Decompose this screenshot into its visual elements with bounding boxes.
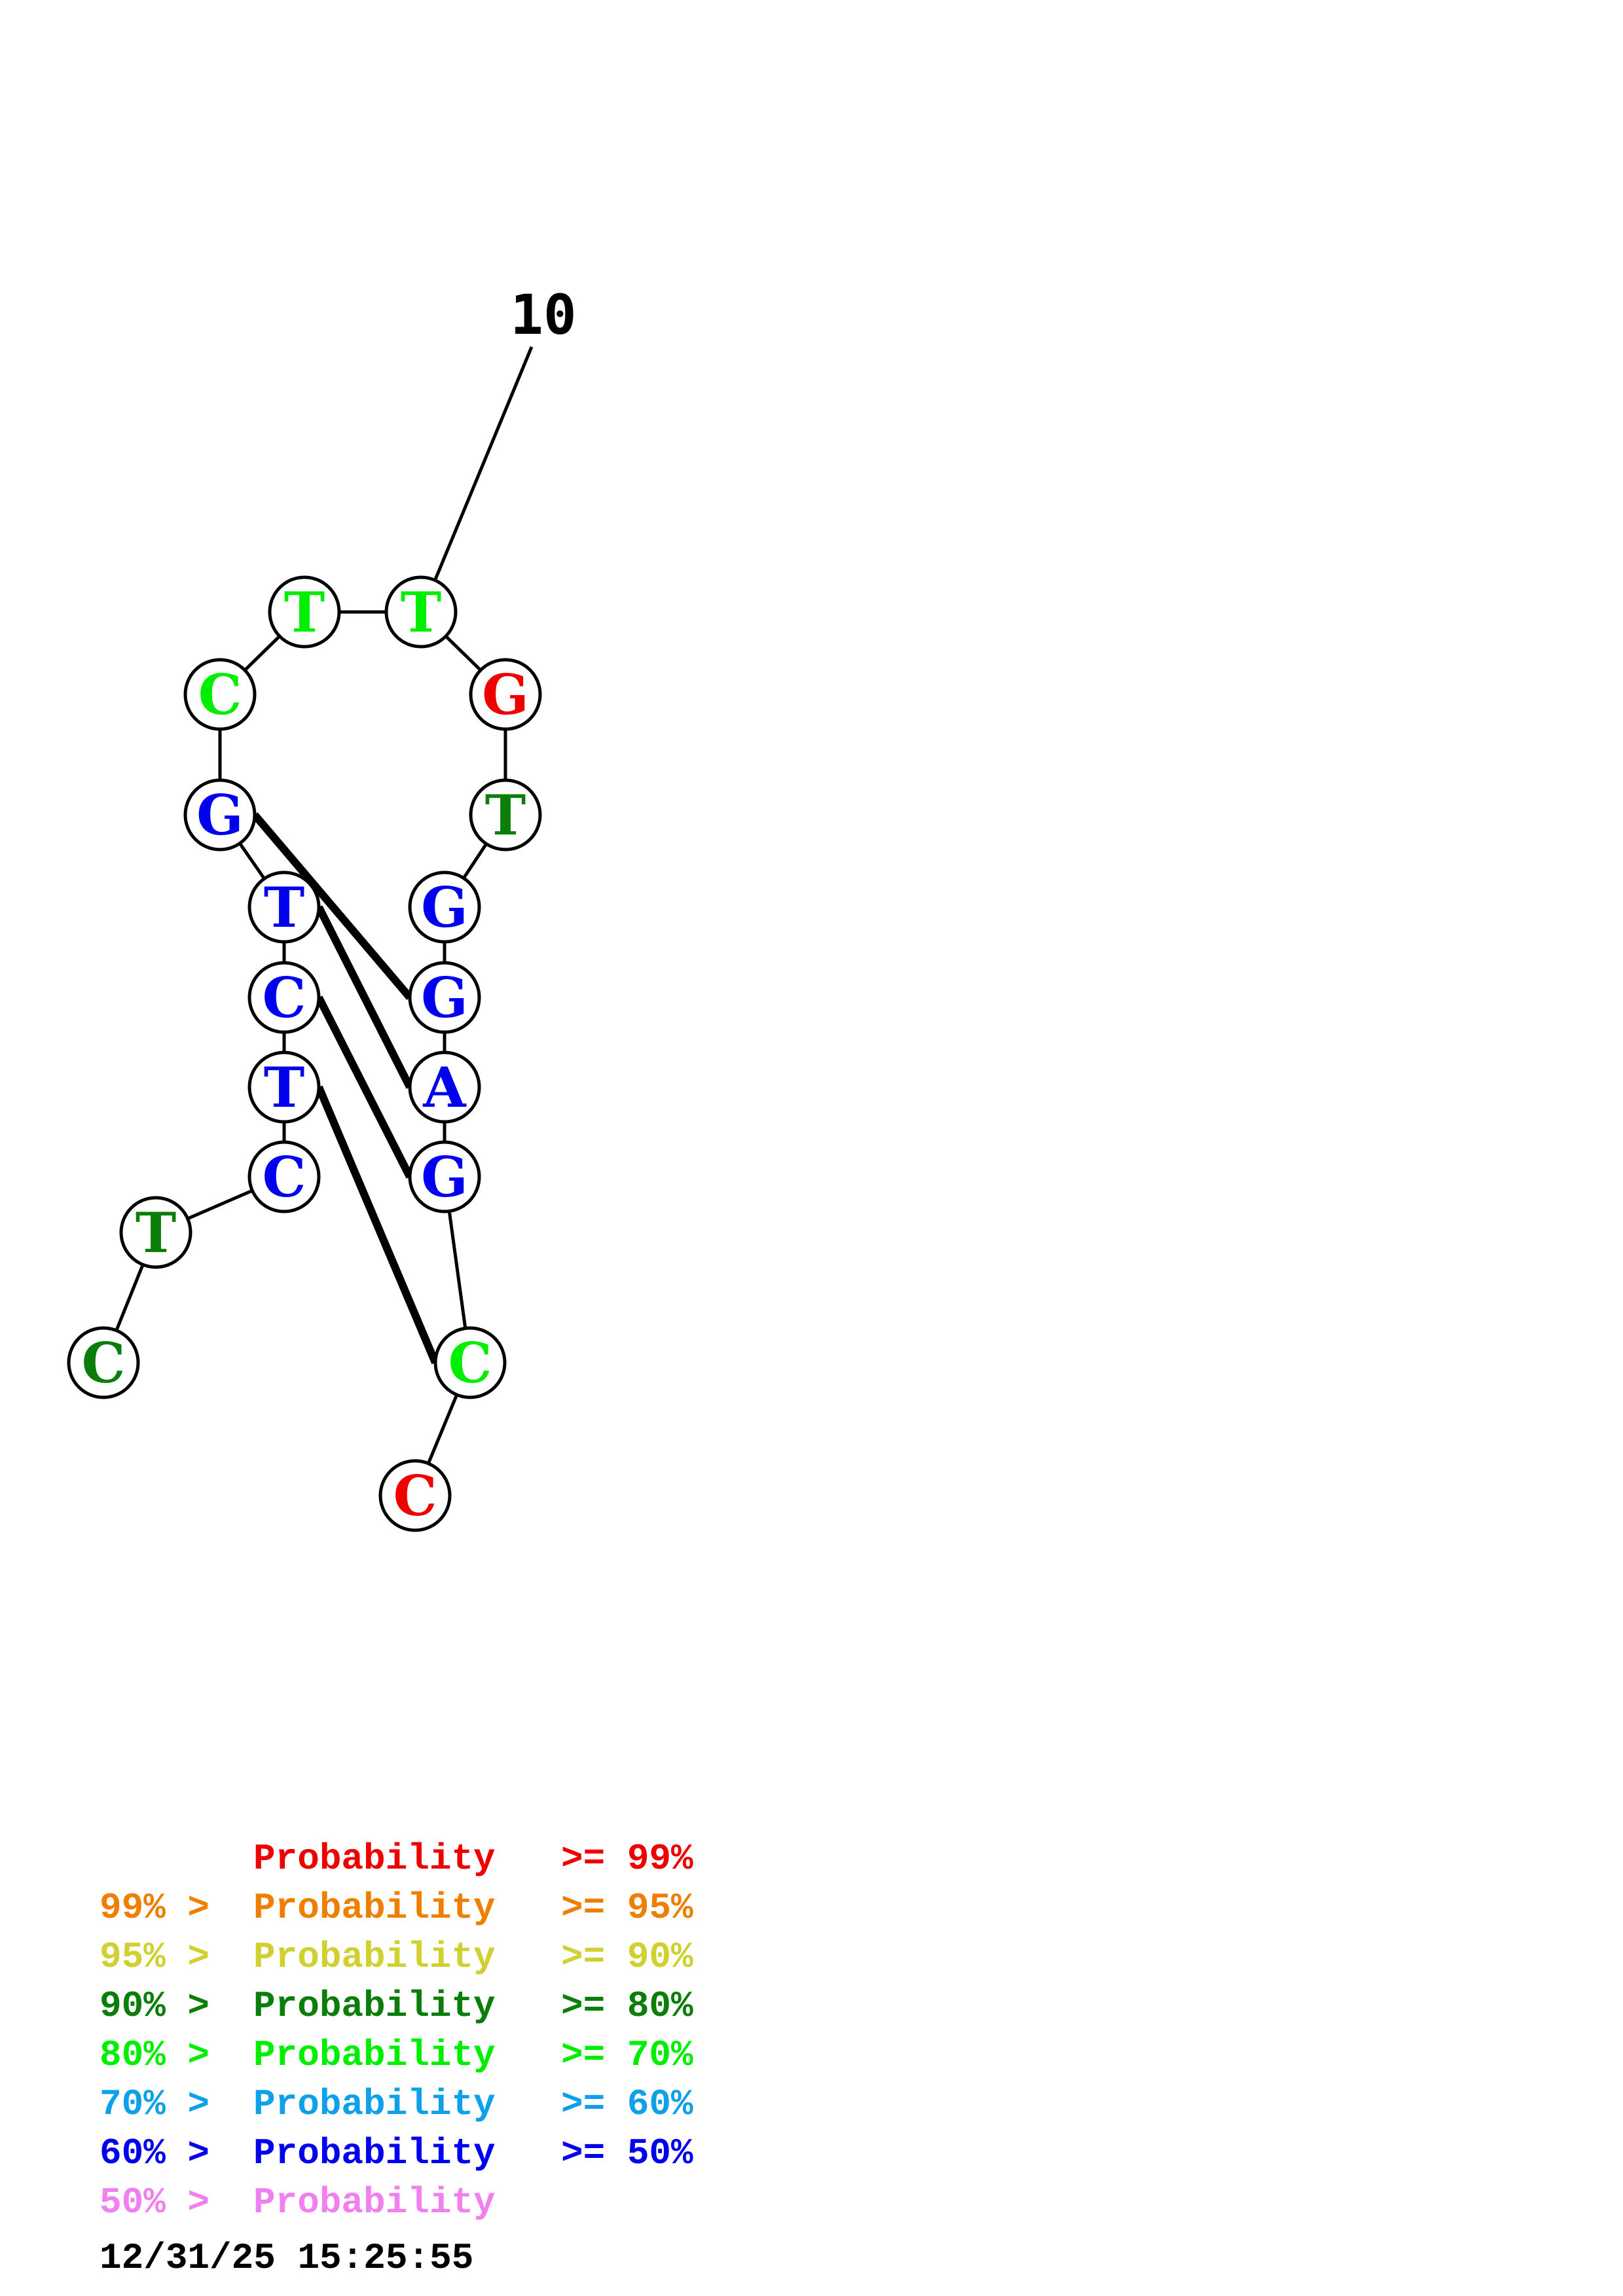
base-pair-bond [315,905,414,1089]
legend-suffix: >= 60% [561,2083,693,2125]
nucleotide-circle [268,575,341,649]
base-pair-bond [315,1085,439,1365]
legend-label: Probability [253,1838,496,1880]
legend-prefix: 60% > [100,2132,210,2174]
legend-row: 90% > Probability >= 80% [100,1985,693,2027]
legend-row: 50% > Probability [100,2181,496,2223]
nucleotide-letter: G [421,875,468,940]
nucleotide-letter: G [196,783,244,848]
legend-row: Probability >= 99% [253,1838,693,1880]
nucleotide: C [433,1326,507,1399]
legend-suffix: >= 99% [561,1838,693,1880]
legend-prefix: 80% > [100,2034,210,2076]
nucleotide-letter: C [198,662,242,727]
nucleotide-circle [408,1050,481,1124]
nucleotide-circle [247,1140,321,1213]
nucleotide-circle [408,1140,481,1213]
legend-label: Probability [253,2083,496,2125]
nucleotide-letter: T [401,580,442,645]
nucleotide-circle [408,961,481,1034]
nucleotide: G [408,1140,481,1213]
legend-row: 80% > Probability >= 70% [100,2034,693,2076]
nucleotide-letter: T [136,1200,177,1265]
nucleotide: C [247,961,321,1034]
nucleotide: T [247,870,321,944]
nucleotide: T [119,1196,192,1269]
legend-label: Probability [253,1936,496,1978]
legend-prefix: 70% > [100,2083,210,2125]
nucleotide-circle [384,575,458,649]
nucleotide-circle [247,870,321,944]
position-label-line [432,346,534,583]
nucleotide-letter: C [82,1331,126,1395]
nucleotide-letter: A [422,1055,467,1120]
base-pair-bond [251,812,413,1000]
nucleotide-letter: C [448,1331,492,1395]
nucleotide-circle [119,1196,192,1269]
position-label: 10 [510,283,576,347]
legend-label: Probability [253,1887,496,1929]
nucleotide-circle [247,1050,321,1124]
legend-suffix: >= 90% [561,1936,693,1978]
legend-row: 99% > Probability >= 95% [100,1887,693,1929]
nucleotide: C [67,1326,140,1399]
nucleotide-letter: T [485,783,526,848]
nucleotide: T [247,1050,321,1124]
legend-prefix: 99% > [100,1887,210,1929]
nucleotide-circle [67,1326,140,1399]
nucleotide: A [408,1050,481,1124]
nucleotide-circle [469,778,542,852]
nucleotide-circle [378,1459,452,1532]
legend-prefix: 95% > [100,1936,210,1978]
base-pair-bond [315,996,414,1179]
nucleotide-circle [247,961,321,1034]
legend-label: Probability [253,2132,496,2174]
legend-suffix: >= 80% [561,1985,693,2027]
base-pair-bonds [251,812,439,1365]
nucleotide-circle [183,658,257,731]
legend-label: Probability [253,1985,496,2027]
nucleotide: G [408,870,481,944]
nucleotide: G [183,778,257,852]
nucleotide-letter: C [263,965,306,1030]
nucleotide-letter: T [264,875,305,940]
nucleotide-letter: G [482,662,529,727]
legend-row: 70% > Probability >= 60% [100,2083,693,2125]
nucleotide-circle [408,870,481,944]
nucleotide-letter: G [421,1145,468,1210]
nucleotide-letter: T [264,1055,305,1120]
nucleotide-letter: C [393,1463,437,1528]
nucleotide-letter: G [421,965,468,1030]
legend-label: Probability [253,2181,496,2223]
nucleotide-circle [469,658,542,731]
probability-legend: Probability >= 99%99% > Probability >= 95%9… [100,1838,693,2279]
legend-suffix: >= 50% [561,2132,693,2174]
legend-prefix: 50% > [100,2181,210,2223]
label-leader-line [432,346,534,583]
nucleotide-circle [433,1326,507,1399]
nucleotide: G [469,658,542,731]
legend-row: 60% > Probability >= 50% [100,2132,693,2174]
legend-row: 95% > Probability >= 90% [100,1936,693,1978]
legend-label: Probability [253,2034,496,2076]
legend-suffix: >= 95% [561,1887,693,1929]
legend-prefix: 90% > [100,1985,210,2027]
nucleotide: T [384,575,458,649]
nucleotide-circle [183,778,257,852]
nucleotide: G [408,961,481,1034]
nucleotide: C [247,1140,321,1213]
nucleotide-letter: C [263,1145,306,1210]
legend-suffix: >= 70% [561,2034,693,2076]
nucleotide: T [268,575,341,649]
timestamp: 12/31/25 15:25:55 [100,2237,473,2279]
nucleotide: C [378,1459,452,1532]
nucleotide-letter: T [284,580,325,645]
nucleotide: C [183,658,257,731]
nucleotide: T [469,778,542,852]
